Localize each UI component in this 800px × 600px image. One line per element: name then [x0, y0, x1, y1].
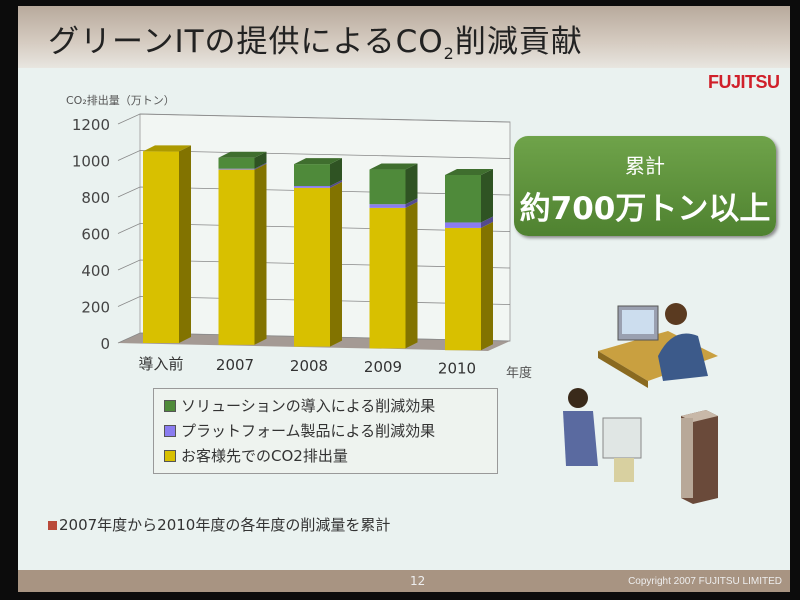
cumulative-total-box: 累計 約700万トン以上 [514, 136, 776, 236]
x-tick-label: 2007 [216, 356, 254, 374]
presenter-icon [563, 388, 642, 482]
y-tick-label: 0 [100, 335, 110, 353]
bar-segment-side [254, 162, 267, 170]
bar-segment [218, 168, 255, 170]
legend-label: ソリューションの導入による削減効果 [181, 397, 436, 415]
bar-segment-side [405, 198, 418, 208]
bar-segment-side [330, 158, 342, 186]
bar-top [218, 151, 267, 158]
y-tick-label: 1200 [72, 116, 110, 134]
title-tail: 削減貢献 [454, 24, 583, 60]
fujitsu-logo: FUJITSU [708, 72, 780, 92]
x-tick-label: 2008 [290, 357, 328, 375]
bar-segment-side [405, 201, 418, 349]
bar-segment-side [254, 163, 267, 345]
copyright: Copyright 2007 FUJITSU LIMITED [628, 576, 782, 587]
bar-top [143, 145, 191, 152]
title-text: グリーンITの提供によるCO [48, 24, 444, 60]
operator-desk-icon [598, 303, 718, 388]
bar-segment [445, 175, 481, 223]
server-icon [681, 410, 718, 504]
legend-label: お客様先でのCO2排出量 [181, 447, 348, 465]
x-tick-label: 2010 [438, 359, 476, 377]
x-tick-label: 導入前 [138, 355, 183, 373]
legend-item: お客様先でのCO2排出量 [164, 445, 348, 466]
legend-item: ソリューションの導入による削減効果 [164, 395, 435, 416]
y-tick-label: 200 [81, 299, 110, 317]
bar-segment [294, 186, 330, 188]
legend-swatch [164, 399, 176, 412]
bar-segment [218, 157, 255, 169]
bar-segment [218, 169, 255, 345]
title-subscript: 2 [443, 44, 455, 64]
bar-segment-side [179, 145, 191, 343]
legend-label: プラットフォーム製品による削減効果 [181, 422, 436, 440]
legend-swatch [164, 449, 176, 462]
y-tick-label: 400 [81, 262, 110, 280]
x-tick-label: 2009 [364, 358, 402, 376]
y-tick-label: 1000 [72, 153, 110, 171]
y-tick-label: 600 [81, 226, 110, 244]
bar-segment [294, 164, 330, 186]
gridline [117, 150, 511, 161]
y-tick-label: 800 [81, 189, 110, 207]
bar-segment-side [330, 181, 342, 347]
total-value: 約700万トン以上 [519, 191, 771, 227]
y-axis-label: CO₂排出量（万トン） [66, 93, 175, 107]
bar-segment [369, 169, 406, 205]
total-label: 累計 [625, 154, 665, 178]
footer-bar: 12 Copyright 2007 FUJITSU LIMITED [18, 570, 790, 592]
bar-segment-side [481, 169, 493, 223]
bar-segment [445, 227, 481, 351]
bar-segment-side [254, 151, 267, 169]
bar-segment [369, 204, 406, 208]
bar-segment [369, 207, 406, 349]
bar-top [369, 163, 418, 170]
bar-segment-side [481, 216, 493, 228]
illustration-people-computers [563, 303, 718, 504]
bar-segment [445, 222, 481, 228]
bar-top [445, 169, 493, 175]
legend-item: プラットフォーム製品による削減効果 [164, 420, 435, 441]
bullet-icon [48, 521, 57, 530]
bar-segment [143, 151, 179, 343]
bar-chart: 0 200 400 600 800 1000 1200 CO₂排出量（万トン） 導入前 2007 2… [66, 93, 532, 381]
page-number: 12 [410, 574, 426, 588]
x-axis-label: 年度 [506, 365, 532, 381]
bar-top [294, 158, 342, 165]
slide: グリーンITの提供によるCO2削減貢献 FUJITSU 0 200 400 600 80… [18, 6, 790, 592]
chart-legend: ソリューションの導入による削減効果 プラットフォーム製品による削減効果 お客様先での… [153, 388, 498, 474]
bar-segment [294, 187, 330, 347]
legend-swatch [164, 424, 176, 437]
bar-segment-side [405, 163, 418, 205]
bar-segment-side [481, 221, 493, 351]
footnote: 2007年度から2010年度の各年度の削減量を累計 [48, 514, 390, 535]
bar-segment-side [330, 180, 342, 188]
title-band: グリーンITの提供によるCO2削減貢献 [18, 6, 790, 68]
footnote-text: 2007年度から2010年度の各年度の削減量を累計 [59, 516, 391, 534]
gridline [117, 113, 511, 125]
slide-title: グリーンITの提供によるCO2削減貢献 [48, 16, 583, 63]
